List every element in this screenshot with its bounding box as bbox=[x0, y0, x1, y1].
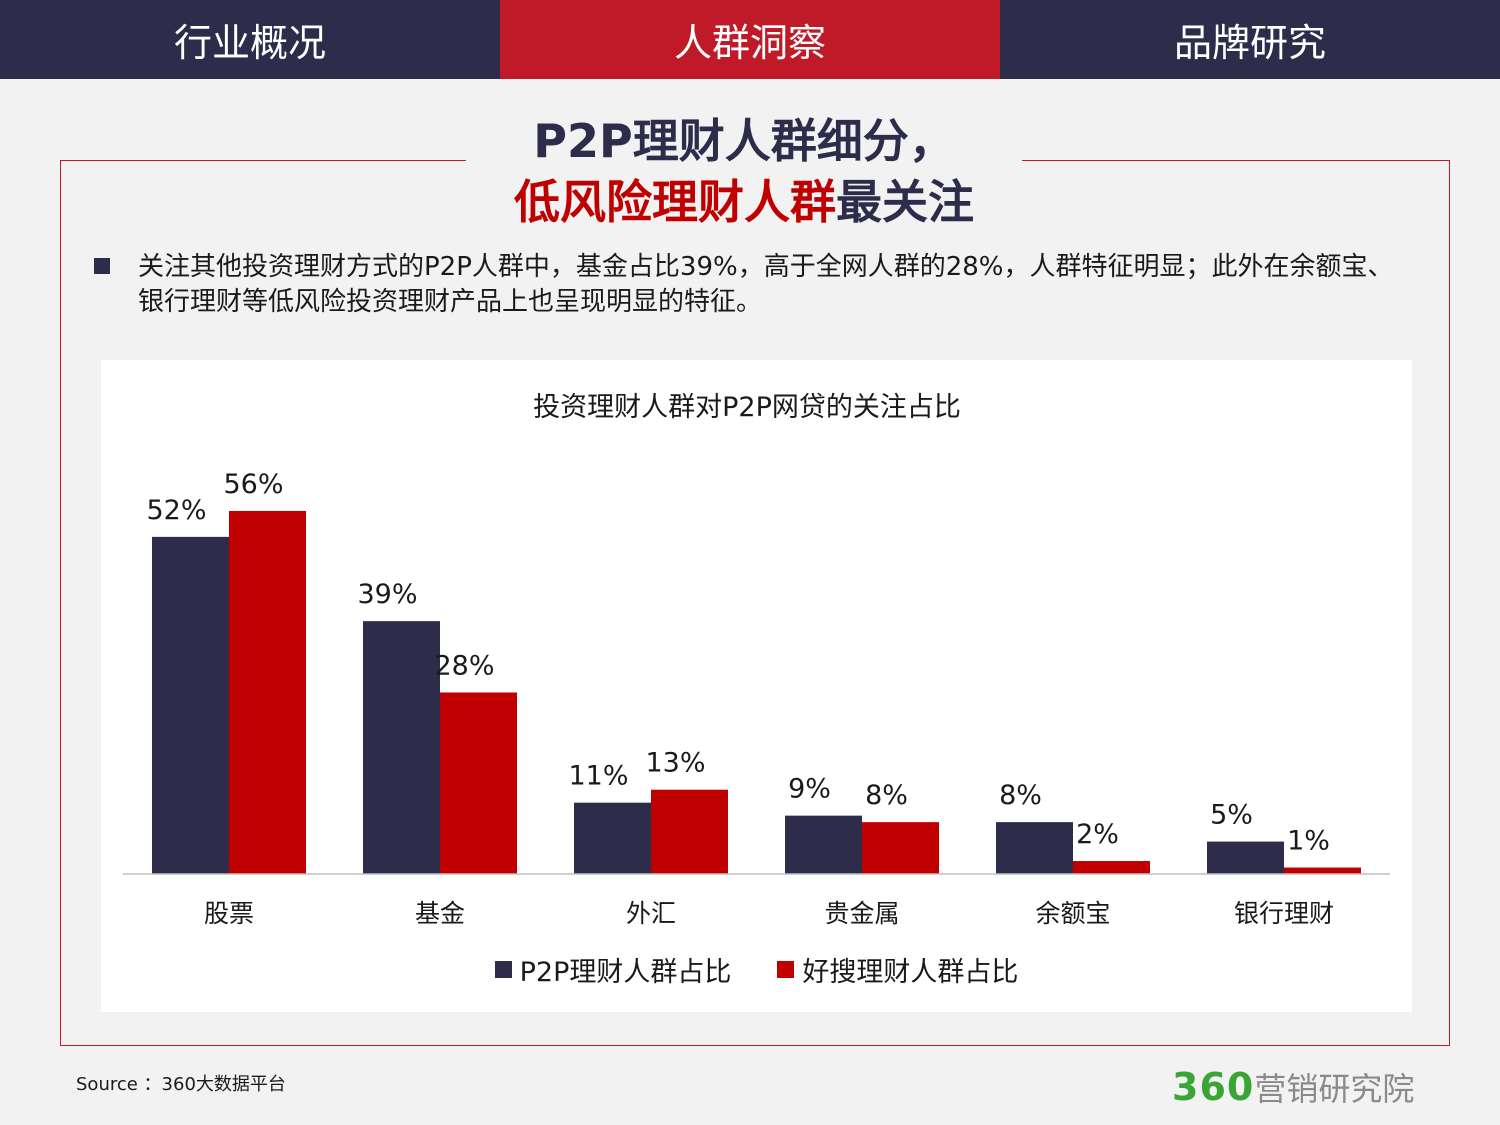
brand-logo: 360 营销研究院 bbox=[1172, 1064, 1414, 1110]
category-label-3: 贵金属 bbox=[824, 899, 899, 928]
logo-number: 360 bbox=[1172, 1065, 1255, 1109]
title-suffix: 最关注 bbox=[836, 175, 974, 229]
legend-item-haosou: 好搜理财人群占比 bbox=[777, 950, 1018, 989]
data-label-p2p-5: 5% bbox=[1210, 800, 1253, 831]
chart-panel: 投资理财人群对P2P网贷的关注占比 52% 56% 股票 39% 28% 基金 11% 13%… bbox=[101, 360, 1412, 1012]
tab-audience-insight[interactable]: 人群洞察 bbox=[500, 0, 1000, 79]
data-label-p2p-0: 52% bbox=[146, 495, 206, 526]
bar-haosou-3 bbox=[862, 822, 939, 874]
title-highlight: 低风险理财人群 bbox=[514, 175, 836, 229]
legend-swatch-p2p bbox=[494, 961, 512, 978]
category-label-0: 股票 bbox=[204, 899, 254, 928]
data-label-p2p-3: 9% bbox=[788, 774, 831, 805]
tab-industry-overview[interactable]: 行业概况 bbox=[0, 0, 500, 79]
bar-haosou-4 bbox=[1073, 861, 1150, 874]
bullet-text: 关注其他投资理财方式的P2P人群中，基金占比39%，高于全网人群的28%，人群特… bbox=[138, 252, 1394, 317]
title-line-1: P2P理财人群细分， bbox=[533, 114, 955, 168]
bar-p2p-2 bbox=[574, 802, 651, 874]
bullet-point: 关注其他投资理财方式的P2P人群中，基金占比39%，高于全网人群的28%，人群特… bbox=[92, 250, 1402, 320]
bar-p2p-5 bbox=[1207, 841, 1284, 874]
bullet-square-icon bbox=[94, 258, 110, 274]
category-label-1: 基金 bbox=[415, 899, 465, 928]
bar-haosou-2 bbox=[651, 789, 728, 874]
category-label-2: 外汇 bbox=[626, 899, 676, 928]
data-label-p2p-1: 39% bbox=[357, 579, 417, 610]
bar-haosou-0 bbox=[229, 510, 306, 874]
data-label-haosou-2: 13% bbox=[645, 748, 705, 779]
data-label-haosou-0: 56% bbox=[223, 469, 283, 500]
legend-label-haosou: 好搜理财人群占比 bbox=[802, 957, 1019, 988]
bar-p2p-1 bbox=[363, 621, 440, 874]
data-label-haosou-3: 8% bbox=[865, 780, 908, 811]
data-label-haosou-5: 1% bbox=[1287, 826, 1330, 857]
top-nav: 行业概况 人群洞察 品牌研究 bbox=[0, 0, 1500, 79]
bar-chart: 投资理财人群对P2P网贷的关注占比 52% 56% 股票 39% 28% 基金 11% 13%… bbox=[123, 392, 1390, 928]
bar-haosou-1 bbox=[440, 692, 517, 874]
bar-p2p-3 bbox=[785, 815, 862, 874]
tab-brand-research[interactable]: 品牌研究 bbox=[1000, 0, 1500, 79]
title-line-2: 低风险理财人群最关注 bbox=[466, 170, 1022, 234]
legend-item-p2p: P2P理财人群占比 bbox=[494, 950, 732, 989]
chart-title: 投资理财人群对P2P网贷的关注占比 bbox=[533, 392, 961, 423]
bar-haosou-5 bbox=[1284, 867, 1361, 874]
data-label-haosou-1: 28% bbox=[434, 650, 494, 681]
source-note: Source ：360大数据平台 bbox=[76, 1074, 286, 1095]
legend-swatch-haosou bbox=[777, 961, 795, 978]
logo-text: 营销研究院 bbox=[1254, 1070, 1415, 1108]
category-label-5: 银行理财 bbox=[1234, 899, 1334, 928]
bar-p2p-4 bbox=[996, 822, 1073, 874]
data-label-p2p-4: 8% bbox=[999, 780, 1042, 811]
category-label-4: 余额宝 bbox=[1035, 899, 1110, 928]
chart-legend: P2P理财人群占比 好搜理财人群占比 bbox=[101, 950, 1412, 989]
legend-label-p2p: P2P理财人群占比 bbox=[519, 957, 732, 988]
bar-p2p-0 bbox=[152, 536, 229, 874]
data-label-haosou-4: 2% bbox=[1076, 819, 1119, 850]
page-title: P2P理财人群细分， 低风险理财人群最关注 bbox=[466, 108, 1022, 238]
data-label-p2p-2: 11% bbox=[568, 761, 628, 792]
